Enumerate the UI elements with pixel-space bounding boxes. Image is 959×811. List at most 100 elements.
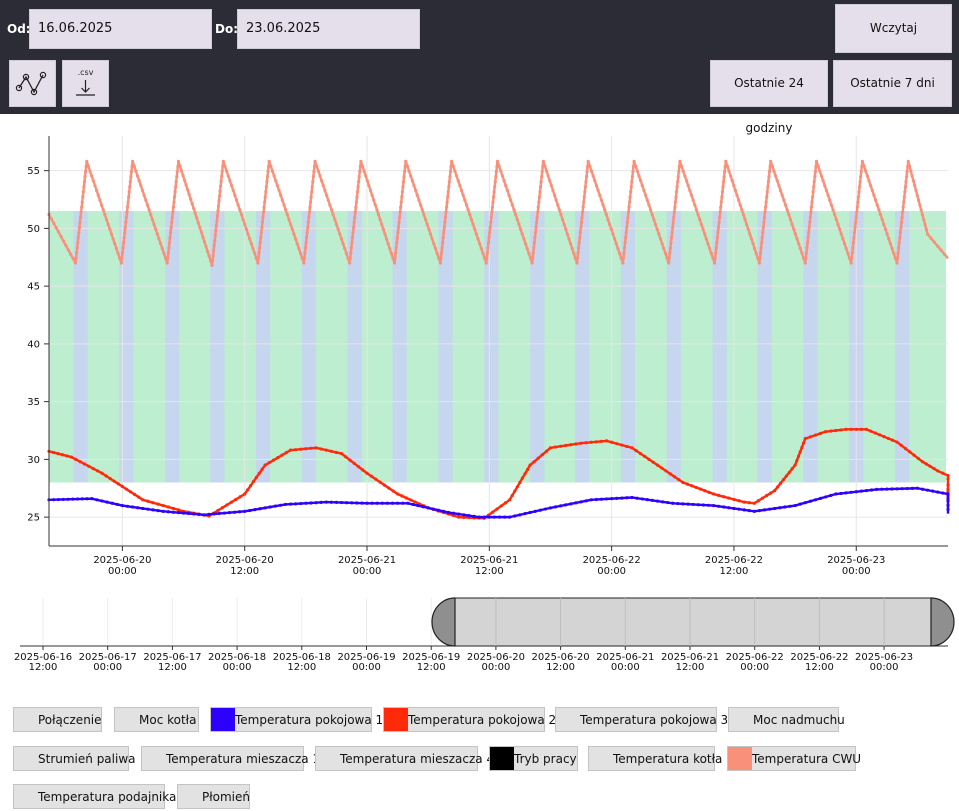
series-point: [56, 497, 61, 502]
series-point: [294, 448, 298, 452]
series-point: [862, 164, 866, 168]
series-point: [674, 195, 678, 199]
legend-item[interactable]: Temperatura pokojowa 1: [210, 707, 383, 732]
nav-tick-label-date: 2025-06-19: [337, 652, 395, 663]
series-point: [528, 463, 532, 467]
series-point: [818, 169, 822, 173]
mode-stripe: [666, 211, 681, 483]
series-point: [803, 436, 807, 441]
series-point: [882, 222, 886, 226]
series-point: [859, 169, 863, 174]
series-point: [395, 501, 400, 505]
series-point: [357, 175, 361, 179]
series-point: [152, 222, 156, 226]
series-point: [599, 439, 604, 443]
series-point: [754, 251, 758, 255]
series-point: [145, 203, 150, 207]
series-point: [712, 261, 717, 265]
series-point: [426, 506, 430, 510]
nav-left-handle[interactable]: [431, 597, 456, 647]
temperature-chart[interactable]: 253035404550552025-06-2000:002025-06-201…: [0, 114, 959, 694]
legend-item[interactable]: Temperatura podajnika: [13, 784, 176, 809]
series-point: [718, 210, 722, 214]
legend-item[interactable]: Połączenie: [13, 707, 102, 732]
legend-item[interactable]: Tryb pracy: [489, 746, 578, 771]
series-point: [904, 180, 908, 184]
legend-item[interactable]: Temperatura CWU: [727, 746, 861, 771]
legend-item[interactable]: Temperatura pokojowa 2: [383, 707, 556, 732]
series-point: [491, 510, 495, 514]
legend-item[interactable]: Temperatura kotła: [588, 746, 722, 771]
series-point: [626, 215, 630, 219]
legend-swatch: [142, 747, 166, 770]
series-point: [577, 246, 581, 250]
to-date-input[interactable]: 23.06.2025: [237, 9, 420, 49]
series-point: [349, 246, 353, 250]
legend-item[interactable]: Temperatura mieszacza 4: [315, 746, 494, 771]
last-7-days-button[interactable]: Ostatnie 7 dni: [833, 60, 952, 107]
series-point: [936, 469, 940, 473]
series-point: [478, 242, 482, 246]
series-point: [458, 184, 462, 188]
series-point: [364, 174, 368, 178]
legend-item[interactable]: Temperatura mieszacza 1: [141, 746, 320, 771]
series-point: [259, 230, 263, 235]
series-point: [689, 193, 694, 197]
series-point: [915, 193, 919, 197]
series-point: [809, 210, 813, 214]
last-24-hours-button[interactable]: Ostatnie 24 godziny: [710, 60, 828, 135]
series-point: [216, 508, 220, 513]
nav-selection-window[interactable]: [454, 597, 932, 647]
x-tick-label-time: 12:00: [475, 566, 504, 577]
series-point: [217, 194, 222, 198]
series-point: [444, 210, 448, 214]
legend-item[interactable]: Temperatura pokojowa 3: [555, 707, 728, 732]
series-point: [630, 446, 634, 450]
chart-toggle-button[interactable]: [9, 60, 56, 107]
series-point: [581, 205, 585, 209]
nav-right-handle[interactable]: [930, 597, 955, 647]
legend-item[interactable]: Płomień: [177, 784, 250, 809]
series-point: [85, 159, 89, 164]
series-point: [742, 500, 746, 504]
series-point: [775, 179, 779, 183]
series-point: [531, 256, 535, 260]
series-point: [634, 164, 638, 168]
time-navigator[interactable]: 2025-06-1612:002025-06-1700:002025-06-17…: [0, 590, 959, 690]
mode-stripe: [301, 211, 317, 483]
series-point: [672, 215, 676, 219]
series-point: [790, 467, 794, 471]
series-point: [729, 174, 733, 178]
nav-tick-label-date: 2025-06-21: [661, 652, 719, 663]
series-point: [221, 159, 225, 164]
mode-stripe: [255, 211, 271, 483]
series-point: [299, 501, 303, 506]
series-point: [859, 489, 863, 493]
series-point: [376, 213, 381, 217]
series-point: [669, 241, 673, 245]
series-point: [769, 159, 773, 164]
legend-item[interactable]: Moc kotła: [114, 707, 199, 732]
series-point: [236, 203, 240, 207]
series-point: [919, 208, 923, 212]
series-point: [882, 435, 886, 439]
legend-item[interactable]: Strumień paliwa: [13, 746, 136, 771]
series-point: [864, 488, 869, 493]
series-point: [844, 427, 848, 431]
series-point: [564, 227, 568, 231]
series-point: [854, 215, 858, 219]
series-point: [83, 175, 87, 179]
load-button[interactable]: Wczytaj: [835, 4, 952, 53]
series-point: [212, 248, 216, 253]
legend-item[interactable]: Moc nadmuchu: [728, 707, 845, 732]
series-point: [162, 251, 166, 255]
series-point: [899, 443, 903, 447]
series-point: [441, 241, 445, 245]
series-point: [456, 179, 460, 183]
series-point: [946, 473, 950, 478]
series-point: [390, 501, 395, 505]
series-point: [559, 213, 563, 217]
from-date-input[interactable]: 16.06.2025: [29, 9, 212, 49]
csv-export-button[interactable]: .csv: [62, 60, 109, 107]
series-point: [751, 242, 755, 246]
